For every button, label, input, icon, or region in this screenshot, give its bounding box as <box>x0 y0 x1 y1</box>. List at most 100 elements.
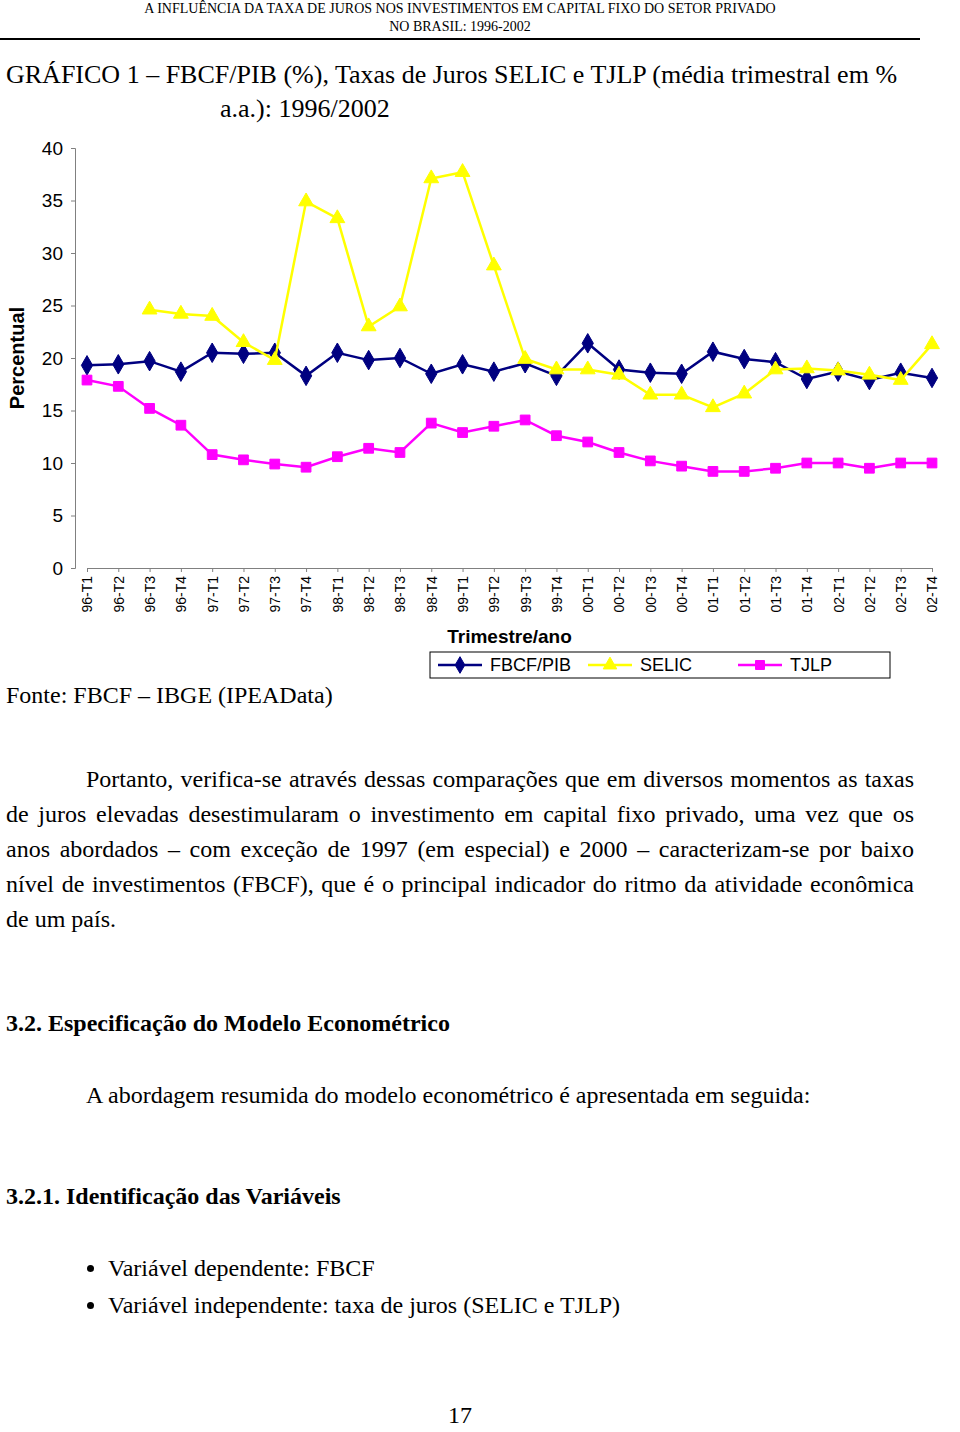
x-tick-label: 97-T3 <box>267 576 283 613</box>
y-tick-label: 30 <box>42 243 63 264</box>
series-marker <box>582 334 593 354</box>
series-marker <box>113 355 124 375</box>
y-tick-label: 0 <box>52 558 63 579</box>
series-line <box>150 172 932 407</box>
x-tick-mark <box>556 568 557 572</box>
x-tick-mark <box>869 568 870 572</box>
series-marker <box>176 420 186 430</box>
x-tick-label: 96-T2 <box>111 576 127 613</box>
y-tick-label: 25 <box>42 295 63 316</box>
y-tick: 30 <box>42 243 75 264</box>
series-marker <box>833 458 843 468</box>
bullet-item: Variável independente: taxa de juros (SE… <box>108 1287 620 1324</box>
series-marker <box>893 371 908 384</box>
series-marker <box>706 399 721 412</box>
y-tick: 20 <box>42 348 75 369</box>
y-tick-mark <box>71 253 75 254</box>
x-tick: 96-T1 <box>79 568 95 613</box>
x-tick-label: 02-T4 <box>924 576 940 613</box>
x-tick: 97-T4 <box>298 568 314 613</box>
x-axis-line <box>88 569 933 573</box>
y-tick-mark <box>71 306 75 307</box>
figure-title: GRÁFICO 1 – FBCF/PIB (%), Taxas de Juros… <box>6 58 936 126</box>
x-tick: 01-T2 <box>737 568 753 613</box>
plot-area <box>81 164 939 477</box>
x-tick: 98-T1 <box>330 568 346 613</box>
x-tick-mark <box>306 568 307 572</box>
x-tick-label: 98-T2 <box>361 576 377 613</box>
chart: 051015202530354096-T196-T296-T396-T497-T… <box>0 0 960 720</box>
series-marker <box>364 443 374 453</box>
x-tick-mark <box>776 568 777 572</box>
header-line: NO BRASIL: 1996-2002 <box>0 18 920 36</box>
series-marker <box>330 210 345 223</box>
x-tick-label: 01-T3 <box>768 576 784 613</box>
y-tick-mark <box>71 516 75 517</box>
series-marker <box>424 170 439 183</box>
y-tick-label: 40 <box>42 138 63 159</box>
y-tick: 0 <box>52 558 75 579</box>
legend-marker <box>756 661 765 670</box>
x-tick-label: 02-T2 <box>862 576 878 613</box>
section-heading: 3.2. Especificação do Modelo Econométric… <box>6 1010 450 1037</box>
y-axis: 0510152025303540 <box>42 138 76 579</box>
x-tick-mark <box>369 568 370 572</box>
series-marker <box>799 360 814 373</box>
x-tick: 00-T1 <box>580 568 596 613</box>
series-marker <box>708 467 718 477</box>
series-marker <box>925 336 940 349</box>
x-tick: 99-T3 <box>518 568 534 613</box>
x-tick-mark <box>901 568 902 572</box>
y-tick: 5 <box>52 505 75 526</box>
legend-label: SELIC <box>640 655 692 675</box>
series-marker <box>175 362 186 382</box>
x-tick-mark <box>682 568 683 572</box>
x-tick-mark <box>588 568 589 572</box>
x-tick: 96-T4 <box>173 568 189 613</box>
x-tick: 02-T2 <box>862 568 878 613</box>
series-marker <box>489 421 499 431</box>
x-tick-mark <box>744 568 745 572</box>
x-tick: 97-T3 <box>267 568 283 613</box>
x-axis-title: Trimestre/ano <box>447 626 572 647</box>
legend-box <box>430 652 890 678</box>
series-marker <box>270 459 280 469</box>
figure-source: Fonte: FBCF – IBGE (IPEAData) <box>6 682 333 709</box>
y-tick-label: 10 <box>42 453 63 474</box>
y-tick-label: 20 <box>42 348 63 369</box>
series-marker <box>82 375 92 385</box>
y-axis-line <box>71 149 76 569</box>
series-marker <box>457 355 468 375</box>
series-marker <box>455 164 470 177</box>
series-marker <box>394 348 405 368</box>
running-header: A INFLUÊNCIA DA TAXA DE JUROS NOS INVEST… <box>0 0 920 40</box>
x-tick-label: 97-T1 <box>205 576 221 613</box>
y-tick-mark <box>71 201 75 202</box>
x-tick: 96-T2 <box>111 568 127 613</box>
x-tick-label: 97-T4 <box>298 576 314 613</box>
x-tick-mark <box>87 568 88 572</box>
series-marker <box>552 431 562 441</box>
subsection-heading: 3.2.1. Identificação das Variáveis <box>6 1183 341 1210</box>
x-tick: 99-T4 <box>549 568 565 613</box>
x-tick-mark <box>619 568 620 572</box>
x-tick-mark <box>525 568 526 572</box>
legend-marker <box>603 657 617 669</box>
series-marker <box>144 351 155 371</box>
series-marker <box>677 461 687 471</box>
series-marker <box>865 463 875 473</box>
x-tick: 98-T3 <box>392 568 408 613</box>
x-tick-mark <box>118 568 119 572</box>
x-tick-mark <box>337 568 338 572</box>
x-tick: 97-T2 <box>236 568 252 613</box>
bullet-list: Variável dependente: FBCFVariável indepe… <box>60 1250 620 1324</box>
series-marker <box>707 342 718 362</box>
series-marker <box>207 343 218 363</box>
x-tick-label: 02-T3 <box>893 576 909 613</box>
paragraph: A abordagem resumida do modelo econométr… <box>6 1078 914 1113</box>
x-tick: 99-T2 <box>486 568 502 613</box>
series-marker <box>207 450 217 460</box>
series-marker <box>771 463 781 473</box>
legend-label: TJLP <box>790 655 832 675</box>
series-marker <box>520 415 530 425</box>
